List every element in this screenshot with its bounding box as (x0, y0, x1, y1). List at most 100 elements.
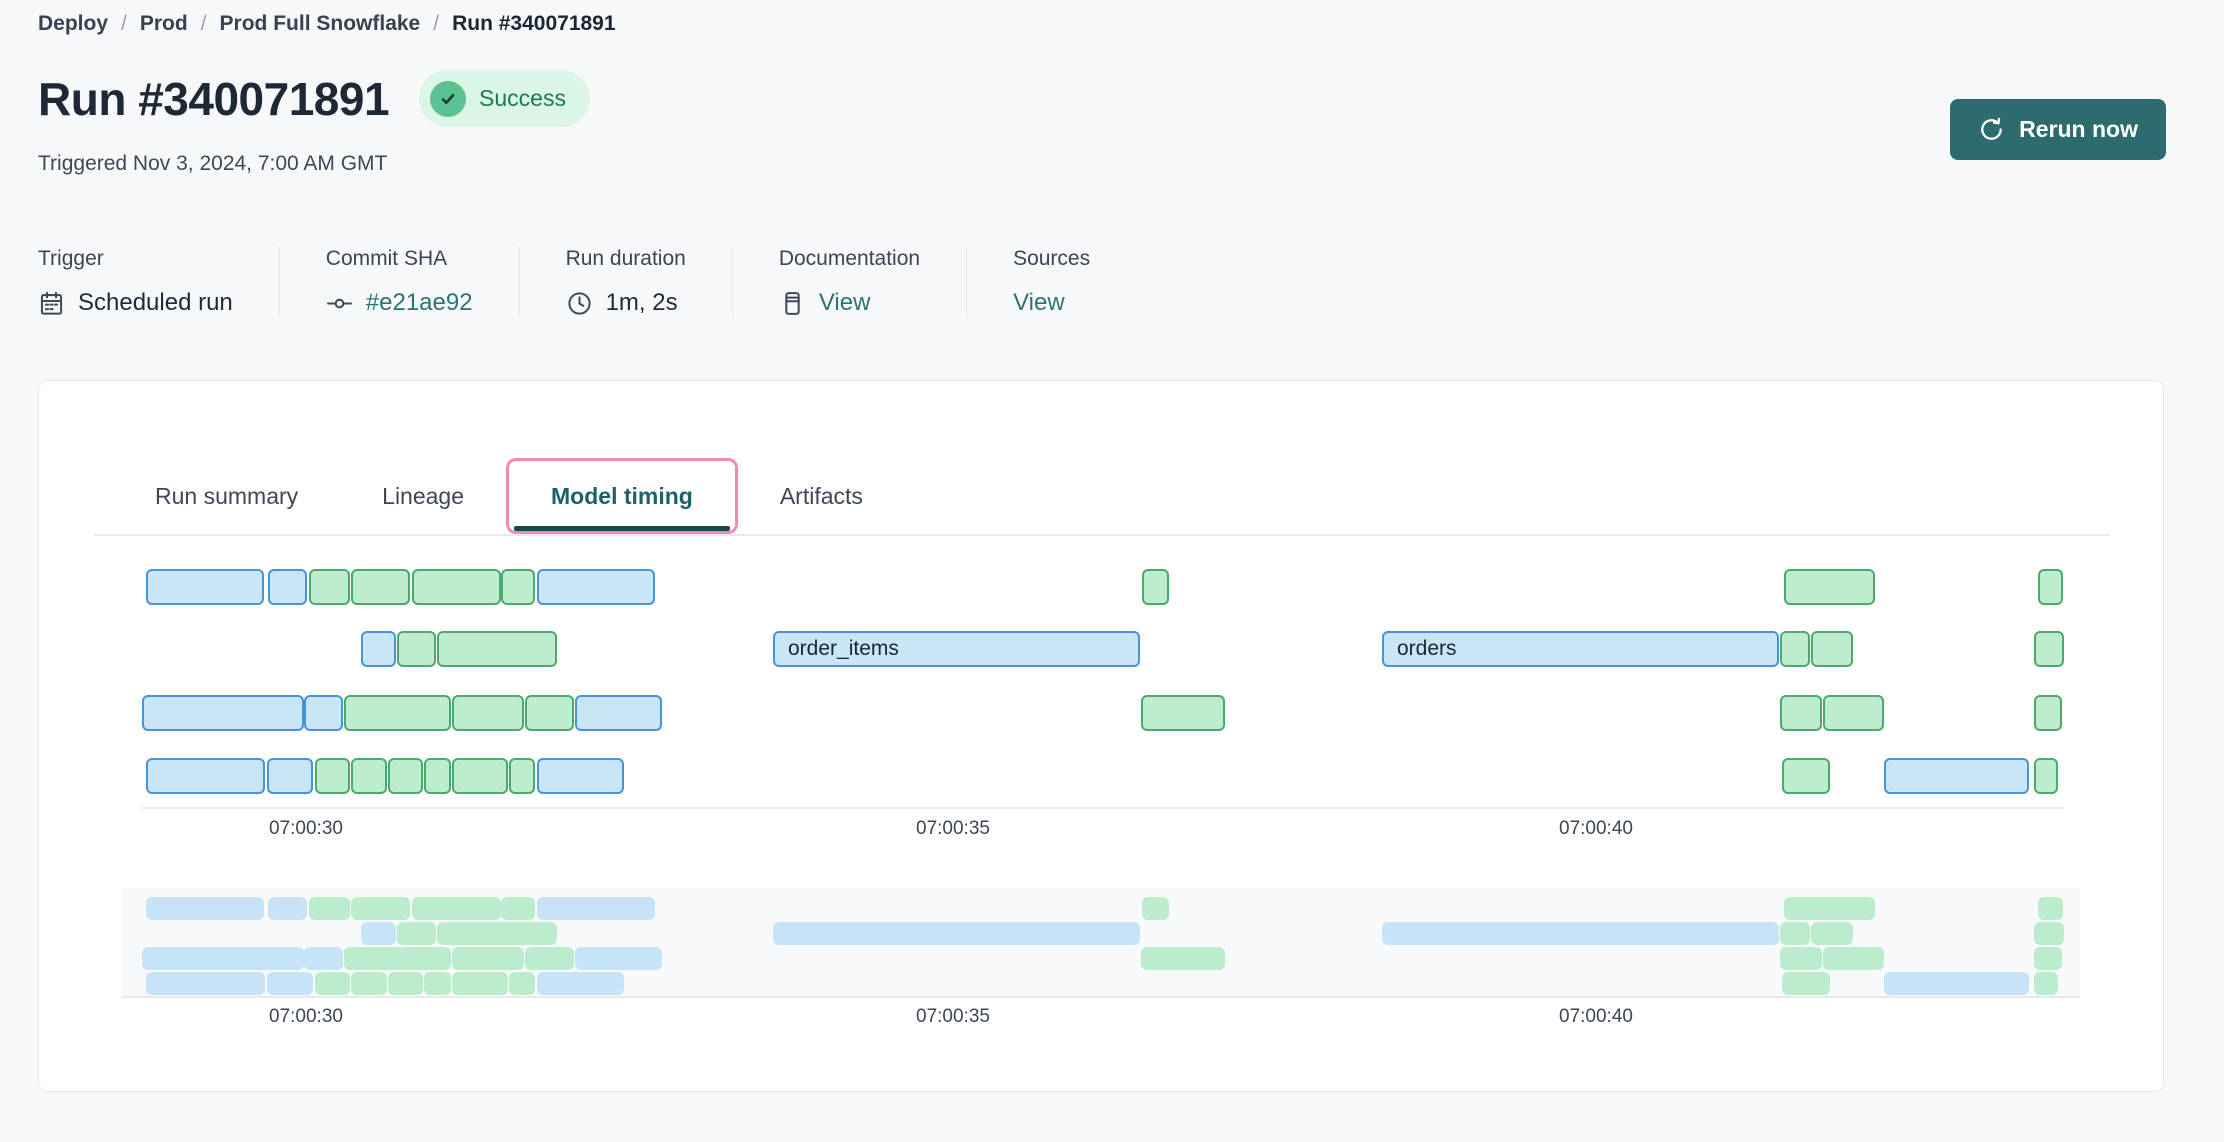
breadcrumb-item-run-340071891: Run #340071891 (452, 12, 616, 35)
minimap-bar (1780, 922, 1810, 945)
gantt-bar[interactable] (575, 695, 662, 731)
gantt-bar[interactable] (268, 569, 307, 605)
minimap-bar (1141, 947, 1225, 970)
gantt-bar[interactable] (146, 758, 265, 794)
meta-text-trigger: Scheduled run (78, 289, 233, 316)
breadcrumb-item-prod[interactable]: Prod (139, 12, 188, 35)
gantt-bar[interactable] (146, 569, 264, 605)
minimap-bar (315, 972, 350, 995)
tab-lineage[interactable]: Lineage (340, 458, 506, 534)
gantt-bar[interactable] (304, 695, 343, 731)
gantt-bar[interactable] (412, 569, 501, 605)
minimap-bar (351, 897, 410, 920)
gantt-bar[interactable] (2034, 758, 2058, 794)
meta-col-run-duration: Run duration 1m, 2s (566, 247, 733, 317)
status-label: Success (479, 85, 566, 111)
gantt-bar[interactable] (2038, 569, 2063, 605)
gantt-bar-orders[interactable]: orders (1382, 631, 1779, 667)
minimap-bar (2034, 922, 2064, 945)
tab-label-artifacts: Artifacts (779, 482, 863, 509)
gantt-bar[interactable] (315, 758, 350, 794)
tab-run-summary[interactable]: Run summary (113, 458, 340, 534)
tab-model-timing[interactable]: Model timing (506, 458, 738, 534)
x-tick-main-07-00-30: 07:00:30 (269, 818, 343, 839)
gantt-bar[interactable] (1811, 631, 1853, 667)
x-tick-mini-07-00-35: 07:00:35 (916, 1006, 990, 1027)
meta-col-documentation: Documentation View (779, 247, 968, 317)
gantt-bar[interactable] (537, 569, 655, 605)
gantt-bar[interactable] (388, 758, 423, 794)
x-tick-main-07-00-35: 07:00:35 (916, 818, 990, 839)
gantt-bar[interactable] (351, 569, 410, 605)
gantt-bar[interactable] (424, 758, 451, 794)
minimap-bar (304, 947, 343, 970)
gantt-bar[interactable] (501, 569, 535, 605)
x-tick-mini-07-00-40: 07:00:40 (1559, 1006, 1633, 1027)
x-tick-main-07-00-40: 07:00:40 (1559, 818, 1633, 839)
gantt-bar[interactable] (309, 569, 350, 605)
meta-label-run-duration: Run duration (565, 247, 686, 270)
gantt-bar[interactable] (142, 695, 304, 731)
gantt-bar[interactable] (351, 758, 387, 794)
gantt-bar[interactable] (2034, 631, 2064, 667)
breadcrumb-item-deploy[interactable]: Deploy (38, 12, 109, 35)
tab-artifacts[interactable]: Artifacts (738, 458, 905, 534)
minimap-bar (537, 897, 655, 920)
gantt-bar[interactable] (525, 695, 574, 731)
minimap-bar (452, 947, 524, 970)
meta-value-documentation[interactable]: View (779, 289, 920, 317)
minimap-bar (2038, 897, 2063, 920)
minimap-bar (1784, 897, 1875, 920)
gantt-bar[interactable] (1780, 695, 1822, 731)
x-tick-mini-07-00-30: 07:00:30 (269, 1006, 343, 1027)
gantt-bar[interactable] (1784, 569, 1875, 605)
gantt-bar[interactable] (397, 631, 436, 667)
gantt-bar[interactable] (437, 631, 557, 667)
meta-text-commit-sha[interactable]: #e21ae92 (365, 289, 473, 316)
tab-divider (94, 534, 2110, 536)
gantt-bar[interactable] (1142, 569, 1169, 605)
meta-col-sources: Sources View (1013, 247, 1136, 317)
status-badge: Success (419, 70, 590, 127)
success-check-icon (430, 80, 467, 117)
gantt-bar[interactable] (1782, 758, 1830, 794)
minimap-bar (142, 947, 304, 970)
rerun-now-button[interactable]: Rerun now (1950, 99, 2166, 160)
minimap-bar (1782, 972, 1830, 995)
minimap-bar (361, 922, 396, 945)
gantt-bar[interactable] (1884, 758, 2029, 794)
meta-value-commit-sha[interactable]: #e21ae92 (326, 289, 473, 317)
gantt-bar[interactable] (537, 758, 624, 794)
gantt-bar[interactable] (267, 758, 313, 794)
gantt-bar[interactable] (1780, 631, 1810, 667)
breadcrumb-separator: / (121, 12, 127, 35)
gantt-bar[interactable] (509, 758, 535, 794)
meta-label-sources: Sources (1013, 247, 1091, 270)
gantt-bar[interactable] (1823, 695, 1884, 731)
minimap-bar (525, 947, 574, 970)
triggered-timestamp: Triggered Nov 3, 2024, 7:00 AM GMT (38, 152, 388, 175)
meta-text-sources[interactable]: View (1013, 289, 1065, 316)
minimap-bar (1823, 947, 1884, 970)
minimap-bar (575, 947, 662, 970)
meta-text-documentation[interactable]: View (818, 289, 871, 316)
tab-bar: Run summary Lineage Model timing Artifacts (113, 457, 905, 535)
gantt-bar-order_items[interactable]: order_items (773, 631, 1140, 667)
gantt-bar[interactable] (344, 695, 451, 731)
meta-text-run-duration: 1m, 2s (605, 289, 678, 316)
gantt-bar[interactable] (452, 695, 524, 731)
gantt-bar[interactable] (452, 758, 508, 794)
minimap-bar (267, 972, 313, 995)
docs-icon (779, 290, 806, 317)
gantt-bar[interactable] (1141, 695, 1225, 731)
gantt-bar[interactable] (361, 631, 396, 667)
page-title: Run #340071891 (38, 72, 390, 125)
gantt-bar[interactable] (2034, 695, 2062, 731)
rerun-label: Rerun now (2019, 116, 2138, 142)
minimap-bar (452, 972, 508, 995)
meta-value-trigger: Scheduled run (38, 289, 233, 317)
breadcrumb-item-prod-full-snowflake[interactable]: Prod Full Snowflake (219, 12, 421, 35)
breadcrumb: Deploy / Prod / Prod Full Snowflake / Run #340… (38, 12, 616, 36)
meta-value-sources[interactable]: View (1013, 289, 1090, 317)
active-tab-underline (514, 526, 730, 531)
